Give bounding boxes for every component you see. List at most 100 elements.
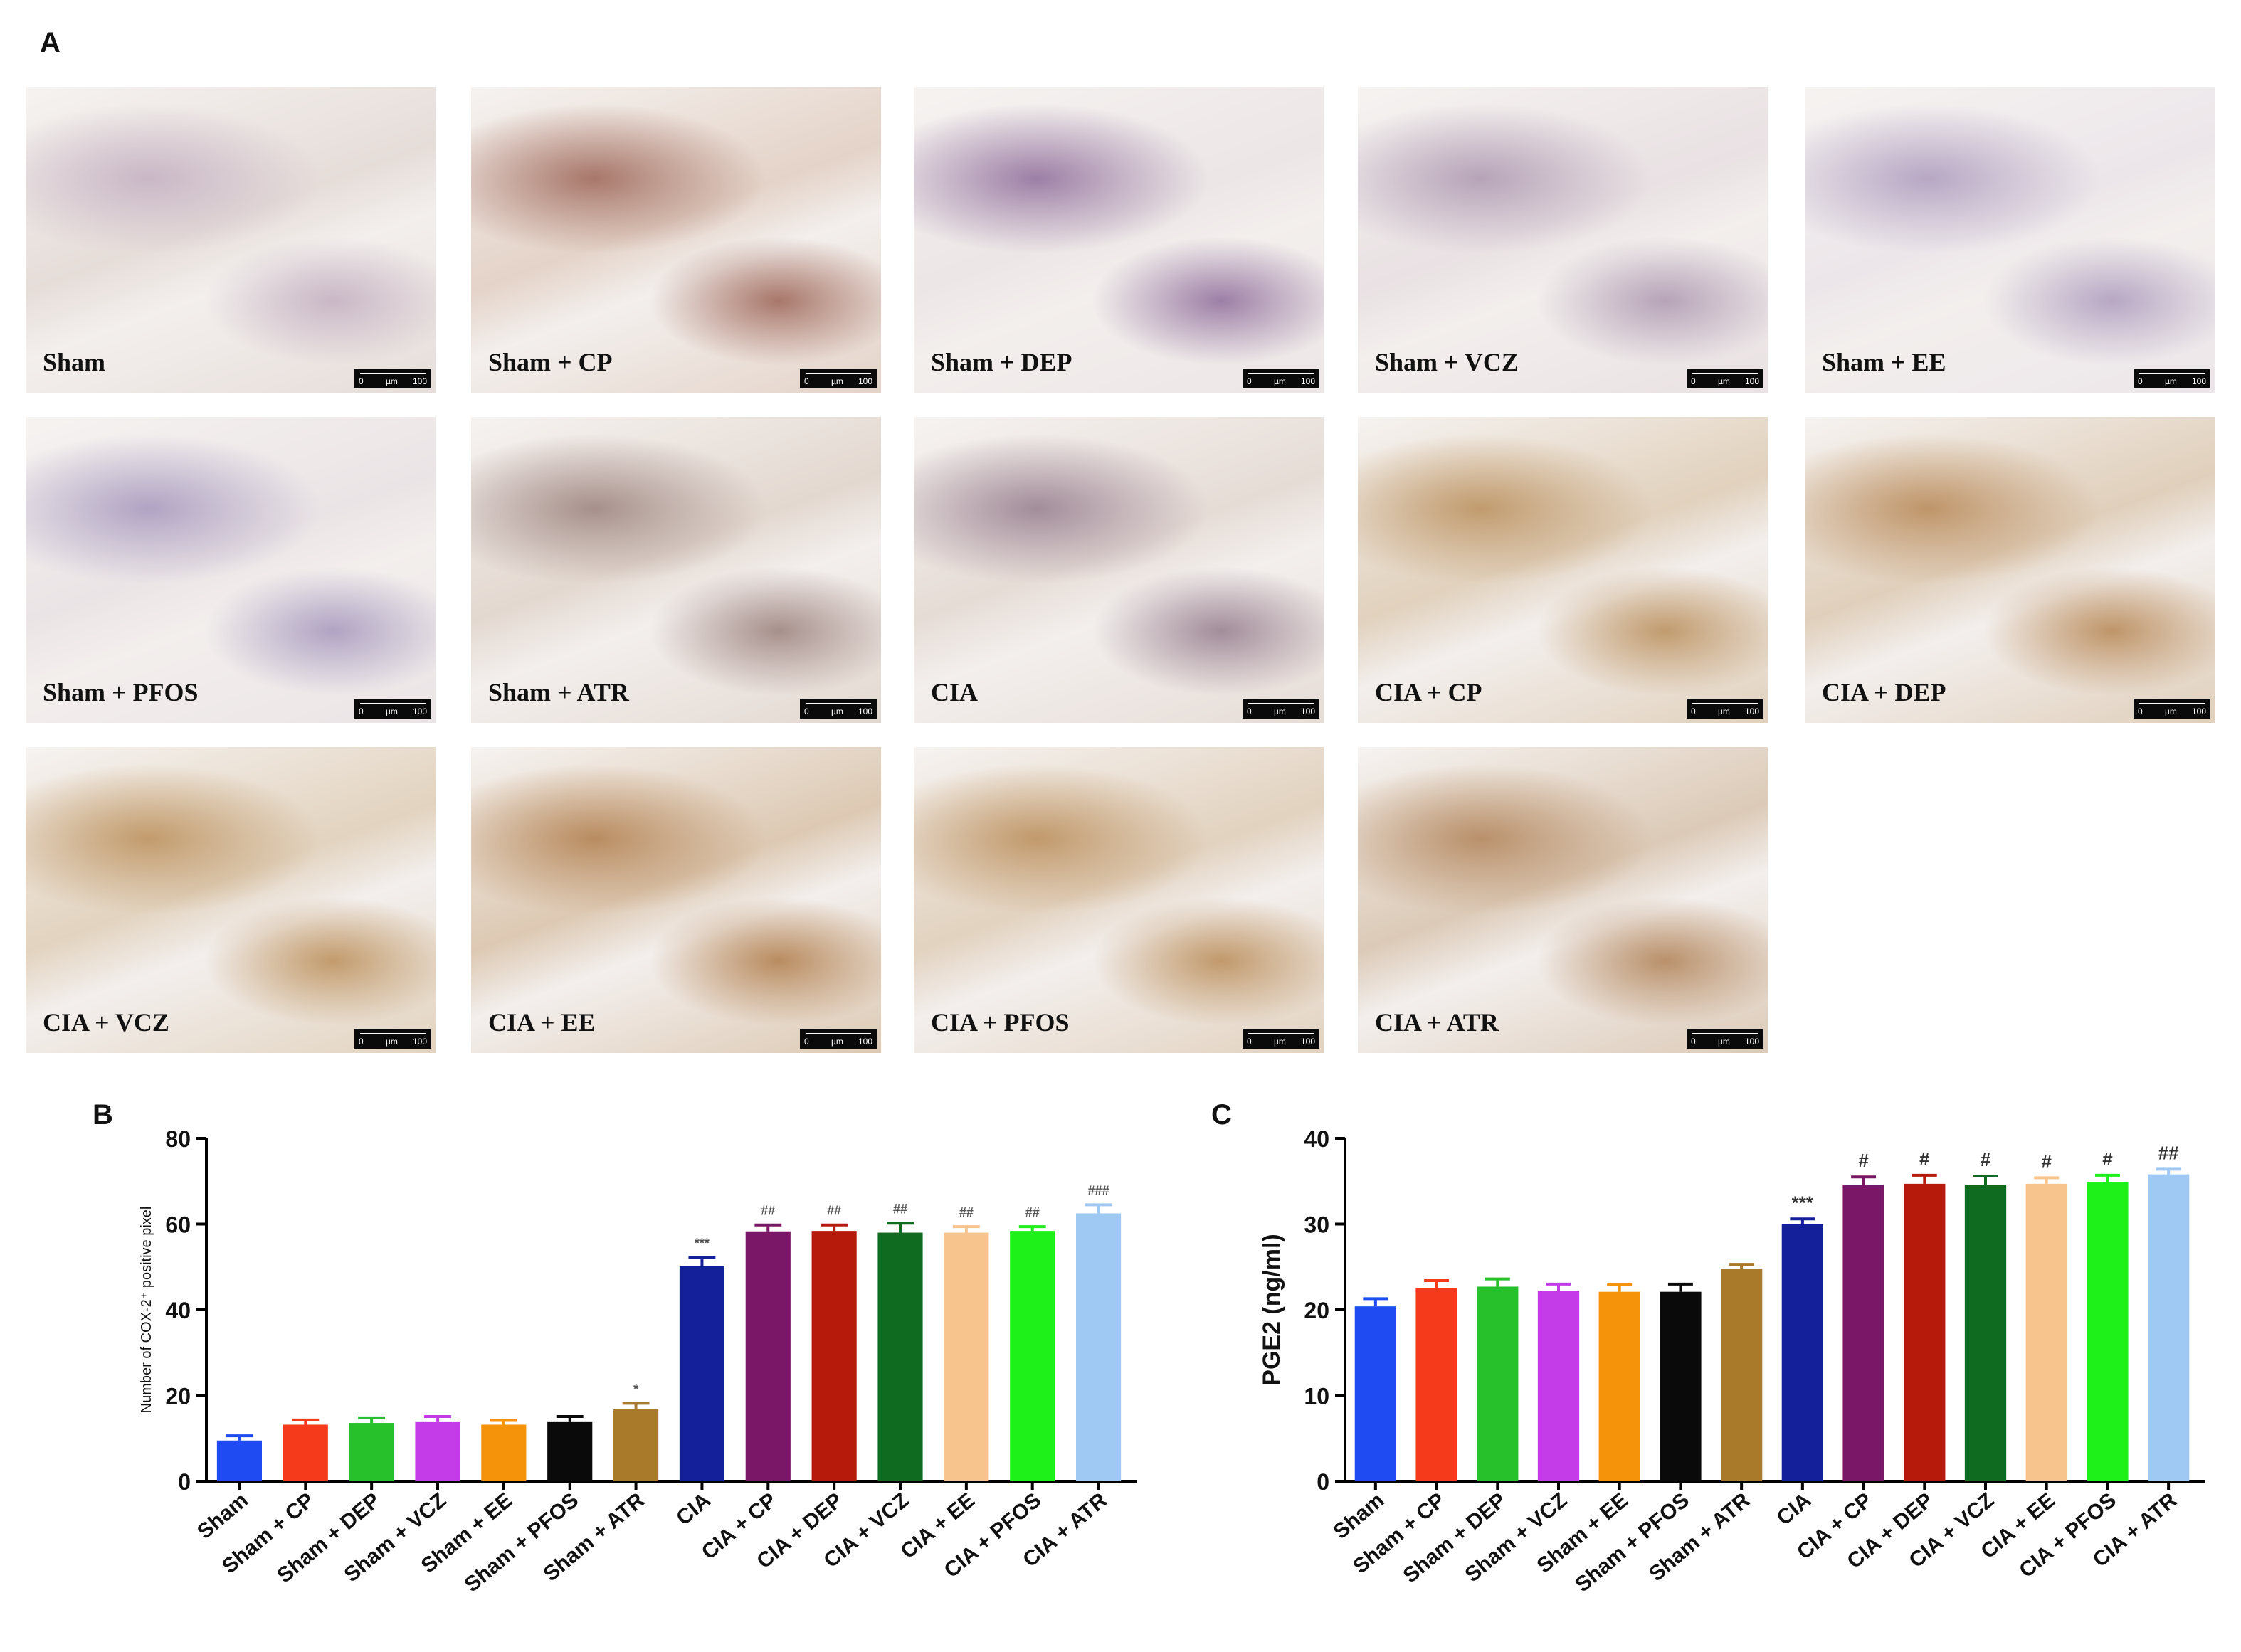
significance-label: * (633, 1382, 638, 1396)
scale-bar-zero: 0 (1247, 376, 1252, 386)
bar (1781, 1224, 1823, 1481)
scale-bar: 0 µm 100 (1243, 699, 1319, 719)
y-tick-label: 40 (1304, 1126, 1329, 1152)
scale-bar: 0 µm 100 (354, 699, 431, 719)
scale-bar: 0 µm 100 (800, 699, 877, 719)
category-label: CIA (672, 1488, 715, 1530)
bar (745, 1231, 791, 1481)
micrograph-tile: Sham + EE 0 µm 100 (1805, 87, 2215, 393)
significance-label: ## (761, 1204, 775, 1218)
scale-bar-unit: µm (386, 706, 398, 716)
scale-bar-zero: 0 (359, 376, 364, 386)
scale-bar-line (1692, 373, 1758, 374)
scale-bar-unit: µm (831, 706, 843, 716)
micrograph-tile: Sham + ATR 0 µm 100 (471, 417, 881, 723)
scale-bar-unit: µm (386, 376, 398, 386)
scale-bar: 0 µm 100 (1243, 369, 1319, 388)
bar (613, 1409, 659, 1481)
scale-bar-line (1248, 1033, 1314, 1034)
significance-label: # (1919, 1148, 1930, 1170)
bar (415, 1421, 460, 1481)
bar (283, 1424, 328, 1481)
micrograph-tile: CIA + DEP 0 µm 100 (1805, 417, 2215, 723)
scale-bar-line (1248, 703, 1314, 704)
scale-bar: 0 µm 100 (800, 1029, 877, 1049)
bar (547, 1421, 593, 1481)
scale-bar-length: 100 (1744, 706, 1759, 716)
scale-bar-zero: 0 (1691, 376, 1696, 386)
bar (811, 1231, 857, 1481)
bar (349, 1423, 394, 1481)
scale-bar-unit: µm (1274, 706, 1286, 716)
panel-letter-a: A (40, 27, 60, 58)
bar (481, 1424, 527, 1481)
y-tick-label: 0 (1317, 1469, 1329, 1495)
micrograph-label: Sham + PFOS (43, 678, 199, 706)
scale-bar-unit: µm (386, 1037, 398, 1047)
micrograph-tile: CIA + ATR 0 µm 100 (1358, 747, 1768, 1053)
scale-bar-zero: 0 (1691, 706, 1696, 716)
category-label: Sham + DEP (1399, 1488, 1511, 1587)
y-tick-label: 80 (165, 1126, 191, 1152)
scale-bar-length: 100 (858, 376, 872, 386)
scale-bar-line (2139, 703, 2205, 704)
scale-bar: 0 µm 100 (1687, 699, 1763, 719)
bar (216, 1440, 262, 1481)
panel-letter-b: B (93, 1099, 113, 1131)
y-axis-label: PGE2 (ng/ml) (1258, 1234, 1285, 1385)
scale-bar-line (1692, 703, 1758, 704)
bar (877, 1232, 923, 1481)
micrograph-label: Sham + ATR (488, 678, 629, 706)
bar (1598, 1291, 1640, 1481)
y-tick-label: 0 (178, 1469, 191, 1495)
scale-bar: 0 µm 100 (354, 1029, 431, 1049)
scale-bar-line (2139, 373, 2205, 374)
scale-bar-unit: µm (2165, 376, 2177, 386)
scale-bar: 0 µm 100 (354, 369, 431, 388)
significance-label: ## (827, 1204, 841, 1218)
scale-bar-zero: 0 (804, 376, 809, 386)
scale-bar-unit: µm (2165, 706, 2177, 716)
micrograph-tile: Sham + PFOS 0 µm 100 (26, 417, 436, 723)
scale-bar-zero: 0 (359, 706, 364, 716)
bar (1842, 1185, 1884, 1481)
scale-bar-zero: 0 (2138, 376, 2143, 386)
micrograph-label: CIA (931, 678, 979, 706)
scale-bar-length: 100 (2191, 706, 2206, 716)
y-tick-label: 10 (1304, 1384, 1329, 1409)
scale-bar-length: 100 (412, 1037, 427, 1047)
y-tick-label: 40 (165, 1298, 191, 1323)
scale-bar-length: 100 (412, 706, 427, 716)
scale-bar: 0 µm 100 (800, 369, 877, 388)
scale-bar-unit: µm (1274, 376, 1286, 386)
y-tick-label: 20 (165, 1384, 191, 1409)
scale-bar-unit: µm (1718, 706, 1730, 716)
micrograph-tile: Sham + CP 0 µm 100 (471, 87, 881, 393)
scale-bar-length: 100 (1300, 1037, 1315, 1047)
significance-label: # (1858, 1150, 1869, 1171)
scale-bar-line (360, 1033, 426, 1034)
significance-label: # (2041, 1150, 2052, 1172)
significance-label: *** (1792, 1192, 1814, 1213)
scale-bar: 0 µm 100 (1687, 1029, 1763, 1049)
y-axis-label: Number of COX-2⁺ positive pixel (139, 1207, 154, 1414)
significance-label: ### (1088, 1183, 1109, 1197)
scale-bar-zero: 0 (2138, 706, 2143, 716)
scale-bar-line (360, 703, 426, 704)
bar (1010, 1231, 1055, 1481)
bar (1076, 1213, 1122, 1481)
scale-bar-zero: 0 (804, 706, 809, 716)
micrograph-label: CIA + CP (1375, 678, 1482, 706)
significance-label: # (1981, 1149, 1991, 1170)
bar (944, 1232, 989, 1481)
scale-bar-length: 100 (1744, 1037, 1759, 1047)
micrograph-label: Sham + VCZ (1375, 348, 1519, 376)
bar (1477, 1286, 1519, 1481)
scale-bar-zero: 0 (1247, 706, 1252, 716)
bar (1415, 1288, 1457, 1481)
significance-label: ## (959, 1205, 974, 1219)
y-tick-label: 20 (1304, 1298, 1329, 1323)
micrograph-label: CIA + PFOS (931, 1008, 1070, 1037)
scale-bar-zero: 0 (1247, 1037, 1252, 1047)
